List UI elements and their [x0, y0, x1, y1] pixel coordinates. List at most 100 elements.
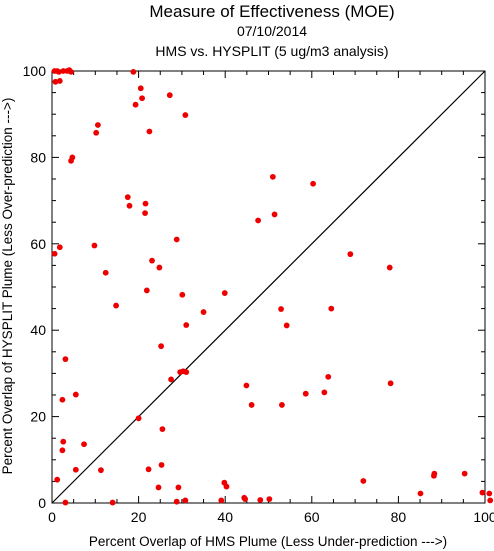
data-point — [59, 447, 66, 454]
data-point — [257, 497, 264, 503]
data-point — [183, 369, 190, 376]
data-point — [68, 68, 74, 75]
data-point — [183, 322, 190, 328]
data-point — [158, 462, 165, 468]
data-point — [102, 269, 109, 276]
data-point — [431, 472, 437, 479]
data-point — [242, 496, 249, 503]
data-point — [279, 402, 285, 408]
data-point — [60, 438, 67, 445]
data-point — [126, 202, 133, 209]
data-point — [173, 236, 180, 243]
y-axis-label: Percent Overlap of HYSPLIT Plume (Less O… — [0, 98, 15, 475]
y-tick-label: 100 — [23, 63, 47, 79]
data-point — [59, 396, 66, 403]
data-point — [168, 376, 174, 383]
data-point — [149, 257, 155, 264]
data-point — [124, 194, 131, 201]
data-point — [283, 322, 290, 329]
data-point — [93, 129, 100, 136]
data-point — [98, 467, 104, 474]
data-point — [135, 415, 142, 422]
data-point — [68, 157, 74, 164]
data-point — [278, 306, 284, 312]
data-point — [461, 470, 468, 477]
data-point — [360, 478, 367, 484]
data-point — [159, 426, 166, 433]
data-point — [487, 497, 494, 504]
data-point — [56, 78, 63, 84]
data-point — [158, 343, 165, 350]
chart-analysis-subtitle: HMS vs. HYSPLIT (5 ug/m3 analysis) — [155, 43, 388, 59]
data-point — [72, 466, 79, 473]
data-point — [310, 180, 316, 187]
data-point — [155, 484, 162, 491]
data-point — [325, 373, 332, 380]
data-point — [142, 200, 149, 207]
data-point — [182, 112, 189, 118]
data-point — [386, 264, 393, 271]
data-point — [271, 211, 278, 218]
data-point — [223, 483, 230, 490]
data-point — [132, 101, 139, 108]
data-point — [137, 85, 144, 92]
data-point — [142, 210, 148, 217]
x-tick-label: 80 — [391, 509, 407, 525]
data-point — [328, 305, 335, 312]
data-point — [52, 78, 59, 85]
data-point — [113, 302, 119, 309]
x-tick-label: 20 — [131, 509, 147, 525]
data-point — [72, 391, 79, 398]
data-point — [417, 490, 424, 497]
x-axis-label: Percent Overlap of HMS Plume (Less Under… — [89, 534, 447, 549]
data-point — [81, 441, 87, 448]
data-point — [177, 369, 184, 376]
data-point — [255, 217, 262, 224]
data-point — [243, 382, 250, 389]
data-point — [56, 68, 62, 75]
data-point — [302, 390, 309, 397]
data-point — [387, 380, 394, 387]
chart-date: 07/10/2014 — [237, 23, 307, 39]
data-point — [173, 498, 180, 505]
data-point — [175, 484, 182, 491]
data-point — [130, 68, 137, 75]
data-point — [218, 497, 225, 504]
plot-area: 0 20 40 60 80 100 0 20 40 60 80 100 — [23, 63, 494, 525]
data-point — [266, 496, 273, 503]
data-point — [200, 309, 207, 315]
data-point — [143, 287, 150, 294]
diagonal-reference-line — [51, 70, 486, 504]
y-tick-label: 80 — [30, 149, 46, 165]
data-point — [54, 476, 61, 483]
data-point — [51, 250, 58, 257]
data-point — [156, 264, 163, 271]
data-point — [221, 290, 228, 296]
data-point — [347, 251, 354, 258]
y-tick-label: 40 — [30, 322, 46, 338]
y-tick-label: 60 — [30, 236, 46, 252]
data-point — [94, 122, 101, 128]
x-tick-label: 60 — [304, 509, 320, 525]
data-point — [146, 128, 153, 135]
data-point — [91, 242, 98, 249]
y-tick-label: 0 — [38, 495, 46, 511]
data-point — [166, 92, 173, 99]
data-point — [321, 389, 328, 396]
data-point — [479, 489, 486, 496]
x-tick-label: 100 — [473, 509, 494, 525]
data-point — [182, 497, 189, 504]
data-point — [56, 244, 63, 251]
data-point — [109, 499, 116, 506]
data-point — [62, 499, 69, 506]
y-tick-label: 20 — [30, 409, 46, 425]
data-point — [139, 95, 145, 102]
data-point — [269, 173, 276, 180]
data-point — [179, 291, 186, 298]
data-point — [62, 356, 69, 363]
x-tick-label: 40 — [217, 509, 233, 525]
chart-title: Measure of Effectiveness (MOE) — [149, 2, 394, 21]
x-tick-label: 0 — [48, 509, 56, 525]
data-point — [145, 466, 152, 473]
